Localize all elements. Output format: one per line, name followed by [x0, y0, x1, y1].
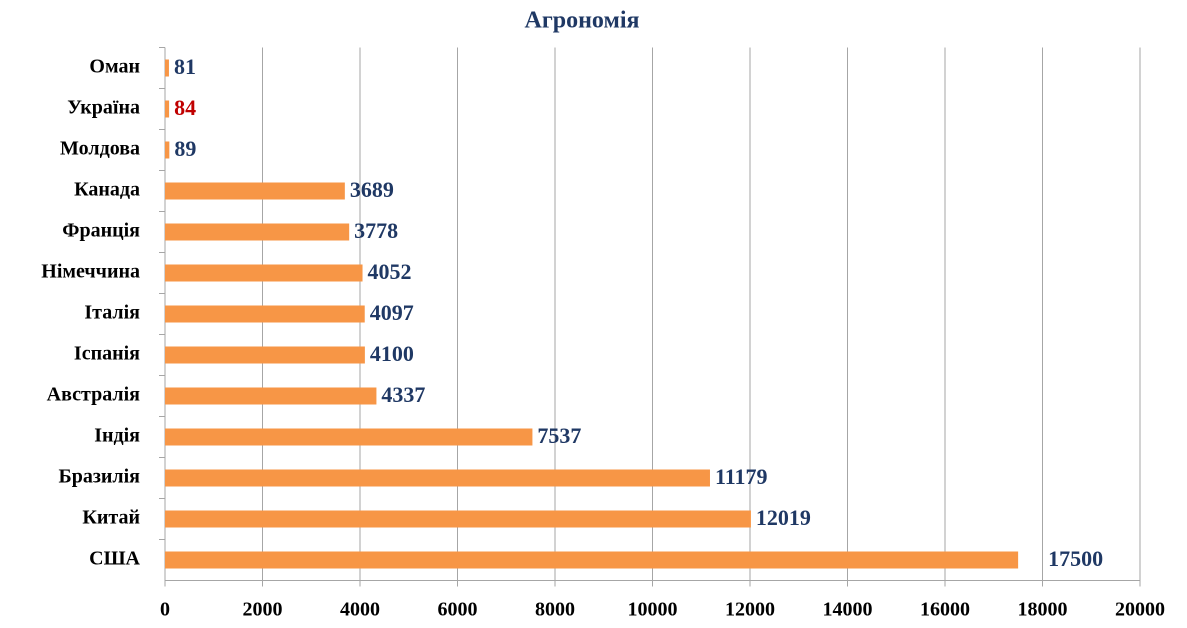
y-tick-label: Італія — [84, 302, 140, 324]
data-label: 89 — [174, 136, 196, 161]
x-tick-label: 10000 — [628, 599, 678, 621]
bar — [165, 305, 365, 323]
data-label: 4100 — [370, 341, 414, 366]
x-tick-label: 2000 — [243, 599, 283, 621]
bar — [165, 223, 350, 241]
y-tick-label: Австралія — [47, 384, 141, 406]
bar — [165, 141, 170, 159]
bar — [165, 100, 170, 118]
data-label: 3689 — [350, 177, 394, 202]
bar — [165, 428, 533, 446]
data-label: 81 — [174, 54, 196, 79]
bar — [165, 59, 169, 77]
data-label: 4052 — [368, 259, 412, 284]
y-tick-label: Франція — [62, 220, 140, 242]
y-tick-label: Бразилія — [58, 466, 140, 488]
y-tick-label: Канада — [74, 179, 140, 201]
data-label: 11179 — [715, 464, 768, 489]
bar — [165, 346, 365, 364]
data-label: 4337 — [381, 382, 425, 407]
y-tick-label: Україна — [67, 97, 140, 119]
y-tick-label: Іспанія — [74, 343, 140, 365]
bar — [165, 510, 751, 528]
x-tick-label: 16000 — [920, 599, 970, 621]
x-tick-label: 6000 — [438, 599, 478, 621]
y-tick-label: Оман — [89, 56, 140, 78]
bar — [165, 387, 377, 405]
x-tick-label: 4000 — [340, 599, 380, 621]
data-label: 7537 — [537, 423, 581, 448]
y-tick-label: Молдова — [60, 138, 140, 160]
x-tick-label: 8000 — [535, 599, 575, 621]
x-tick-label: 18000 — [1018, 599, 1068, 621]
x-tick-label: 12000 — [725, 599, 775, 621]
bar — [165, 264, 363, 282]
data-label: 12019 — [756, 505, 811, 530]
data-label: 3778 — [354, 218, 398, 243]
bar — [165, 469, 710, 487]
x-tick-label: 14000 — [823, 599, 873, 621]
y-tick-label: Німеччина — [41, 261, 140, 283]
bar — [165, 182, 345, 200]
y-tick-label: Індія — [94, 425, 140, 447]
x-tick-label: 0 — [160, 599, 170, 621]
chart-title: Агрономія — [525, 8, 640, 34]
data-label: 17500 — [1048, 546, 1103, 571]
data-label: 84 — [174, 95, 196, 120]
bar — [165, 551, 1019, 569]
x-tick-label: 20000 — [1115, 599, 1165, 621]
y-tick-label: США — [89, 548, 140, 570]
data-label: 4097 — [370, 300, 414, 325]
y-tick-label: Китай — [82, 507, 140, 529]
